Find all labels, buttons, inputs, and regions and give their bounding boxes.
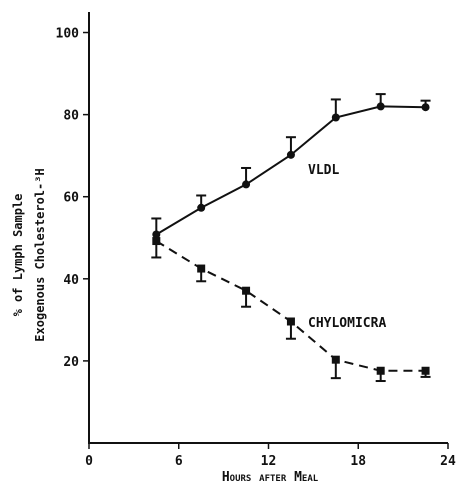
ticks: 0 6 12 18 24 20 40 60 80 100 xyxy=(56,27,456,469)
data-point xyxy=(197,203,206,212)
y-axis-label-line2: Exogenous Cholesterol-³H xyxy=(33,168,47,341)
data-point xyxy=(376,366,385,375)
series-label-vldl: VLDL xyxy=(308,163,339,178)
x-tick-label: 18 xyxy=(350,454,366,469)
data-point xyxy=(421,366,430,375)
data-point xyxy=(152,230,161,239)
y-axis-label-line1: % of Lymph Sample xyxy=(11,194,25,317)
data-point xyxy=(286,150,295,159)
y-tick-label: 60 xyxy=(63,191,79,206)
x-tick-label: 12 xyxy=(261,454,277,469)
x-tick-label: 24 xyxy=(440,454,456,469)
series-label-chylomicra: CHYLOMICRA xyxy=(308,316,386,331)
axes xyxy=(88,12,448,444)
data-point xyxy=(197,264,206,273)
series-line-chylomicra xyxy=(155,240,426,372)
data-point xyxy=(242,286,251,295)
series-chylomicra xyxy=(151,237,431,383)
series-vldl xyxy=(151,93,431,239)
x-axis-label: Hours after Meal xyxy=(222,470,319,485)
data-point xyxy=(331,113,340,122)
data-point xyxy=(286,317,295,326)
data-point xyxy=(376,102,385,111)
y-tick-label: 40 xyxy=(63,273,79,288)
y-tick-label: 100 xyxy=(56,27,80,42)
data-point xyxy=(421,103,430,112)
y-tick-label: 20 xyxy=(63,355,79,370)
series-line-vldl xyxy=(155,105,426,236)
data-point xyxy=(331,355,340,364)
data-point xyxy=(152,237,161,246)
data-point xyxy=(242,180,251,189)
plot-area xyxy=(151,93,431,383)
x-tick-label: 0 xyxy=(85,454,93,469)
x-tick-label: 6 xyxy=(175,454,183,469)
y-tick-label: 80 xyxy=(63,109,79,124)
